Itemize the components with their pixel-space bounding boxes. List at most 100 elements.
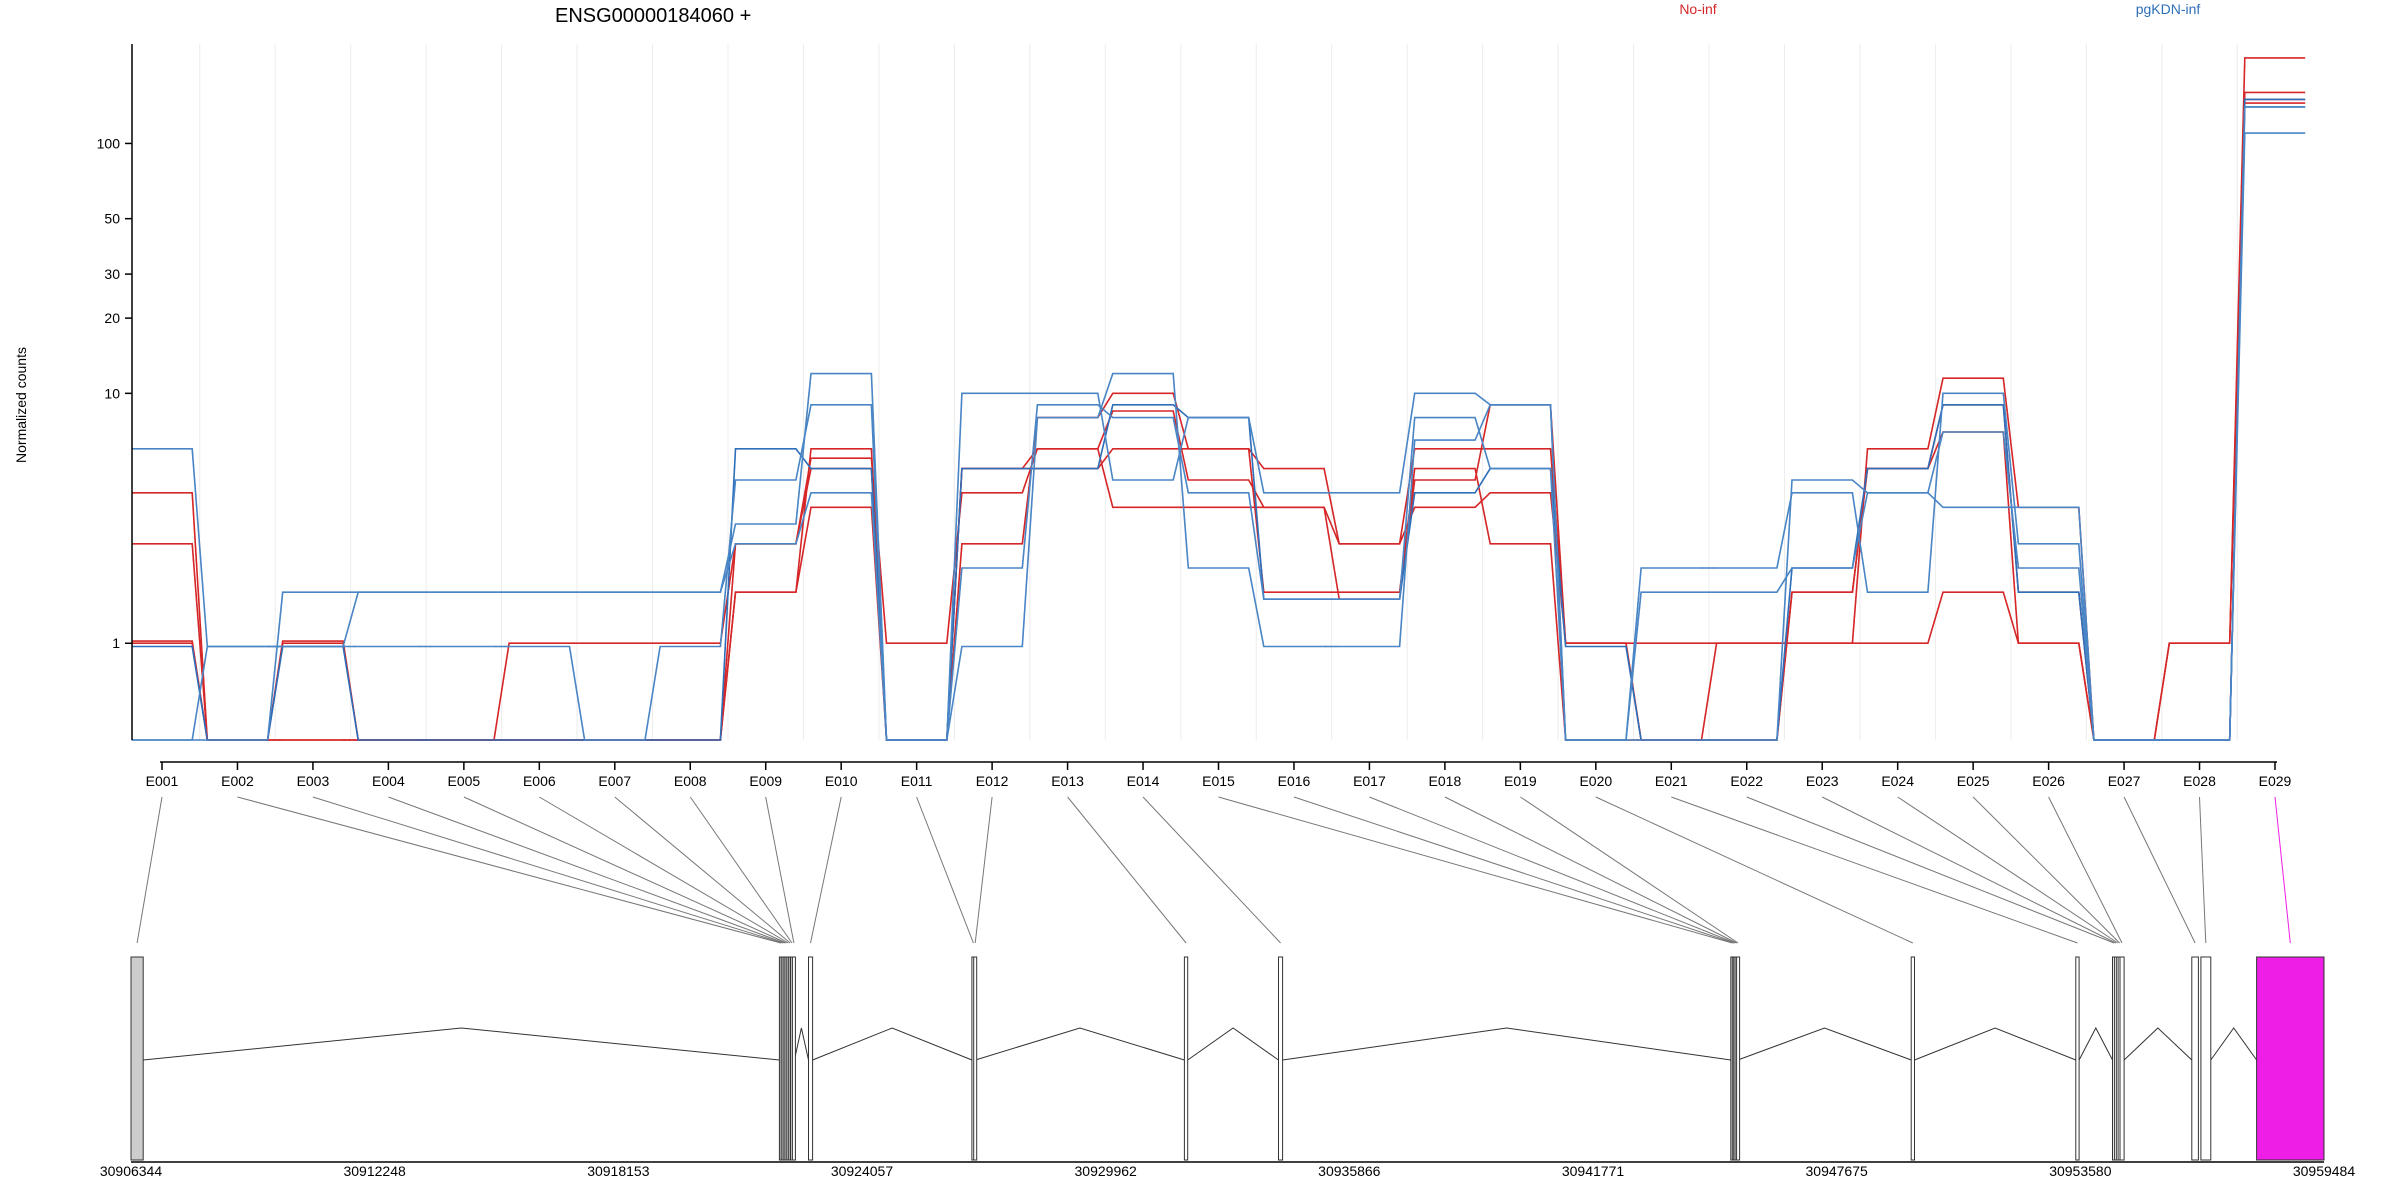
series-connector [1399, 393, 1416, 493]
series-connector [1097, 410, 1114, 450]
series-connector [2002, 592, 2019, 644]
series-connector [1474, 392, 1491, 406]
exon-label: E008 [674, 773, 707, 789]
exon-connector [1972, 796, 2120, 944]
exon-label: E017 [1353, 773, 1386, 789]
y-tick-label: 1 [112, 635, 120, 651]
series-connector [1172, 417, 1189, 481]
chart-title: ENSG00000184060 + [555, 5, 751, 27]
series-connector [946, 567, 963, 741]
series-connector [1776, 492, 1793, 569]
series-connector [1549, 468, 1567, 741]
exon-box [1910, 956, 1915, 1161]
exon-label: E016 [1278, 773, 1311, 789]
exon-label: E002 [221, 773, 254, 789]
expression-lines [131, 57, 2306, 741]
series-path [131, 91, 2306, 741]
exon-label: E020 [1579, 773, 1612, 789]
exon-connector [1369, 796, 1736, 944]
genomic-tick-label: 30959484 [2293, 1163, 2356, 1179]
series-connector [2002, 393, 2019, 544]
series-connector [1474, 417, 1491, 469]
intron [975, 1027, 1185, 1061]
exon-label: E021 [1655, 773, 1688, 789]
series-connector [1021, 448, 1038, 493]
exon-connector [1218, 796, 1733, 944]
legend-entry: No-inf [1679, 1, 1716, 17]
series-connector [493, 643, 510, 741]
series-path [131, 106, 2306, 741]
exon-label: E005 [448, 773, 481, 789]
genomic-tick-label: 30929962 [1075, 1163, 1138, 1179]
exon-connector [237, 796, 782, 944]
genomic-tick-label: 30906344 [100, 1163, 163, 1179]
exon-box [1183, 956, 1189, 1161]
y-tick-label: 100 [97, 135, 121, 151]
exon-box [1736, 956, 1741, 1161]
vertical-grid [199, 44, 2238, 740]
series-connector [1776, 567, 1793, 741]
intron [1737, 1027, 1912, 1061]
series-connector [342, 592, 359, 647]
exon-label: E010 [825, 773, 858, 789]
series-connector [1851, 492, 1869, 593]
exon-label: E027 [2108, 773, 2141, 789]
intron [2210, 1027, 2258, 1061]
exon-connector [614, 796, 791, 944]
series-connector [1248, 417, 1265, 600]
series-connector [1851, 492, 1869, 569]
series-connector [1474, 404, 1491, 481]
genomic-tick-label: 30935866 [1318, 1163, 1381, 1179]
series-connector [1021, 404, 1038, 569]
intron [793, 1027, 809, 1061]
exon-connector [539, 796, 789, 944]
series-connector [1549, 404, 1567, 741]
intron [2123, 1027, 2193, 1061]
exon-connector [1671, 796, 2078, 944]
series-connector [1927, 592, 1944, 644]
series-line [131, 132, 2306, 741]
series-connector [2153, 643, 2170, 741]
exon-box [2200, 956, 2212, 1161]
series-connector [2002, 431, 2019, 644]
series-connector [568, 646, 586, 741]
series-connector [870, 373, 888, 741]
y-tick-label: 30 [104, 266, 120, 282]
exon-connector [1444, 796, 1737, 944]
series-connector [1399, 417, 1416, 600]
exon-label: E019 [1504, 773, 1537, 789]
series-connector [1323, 468, 1340, 544]
series-path [131, 98, 2306, 741]
series-line [131, 106, 2306, 741]
exon-box [2075, 956, 2080, 1161]
exon-connector [2274, 796, 2291, 944]
exon-box [791, 956, 796, 1161]
series-connector [1248, 567, 1265, 647]
exon-connector [1520, 796, 1739, 944]
series-connector [1852, 479, 1868, 494]
intron [143, 1027, 780, 1061]
series-connector [342, 646, 359, 741]
exon-label: E011 [901, 773, 933, 789]
series-connector [946, 646, 963, 741]
exon-label: E003 [297, 773, 330, 789]
exon-connector [1897, 796, 2119, 944]
series-path [131, 98, 2306, 741]
series-connector [191, 492, 208, 741]
series-line [131, 57, 2306, 741]
series-connector [2078, 567, 2095, 741]
exon-label: E023 [1806, 773, 1839, 789]
exon-label: E026 [2032, 773, 2065, 789]
series-connector [1927, 431, 1944, 469]
series-connector [1172, 393, 1189, 449]
exon-label: E007 [598, 773, 631, 789]
exon-label: E018 [1429, 773, 1462, 789]
series-connector [2229, 106, 2246, 741]
intron [1187, 1027, 1279, 1061]
series-connector [1097, 448, 1114, 469]
series-connector [1248, 492, 1265, 600]
gene-model [130, 956, 2325, 1161]
exon-label: E028 [2183, 773, 2216, 789]
series-connector [1021, 417, 1038, 647]
genomic-tick-label: 30941771 [1562, 1163, 1625, 1179]
